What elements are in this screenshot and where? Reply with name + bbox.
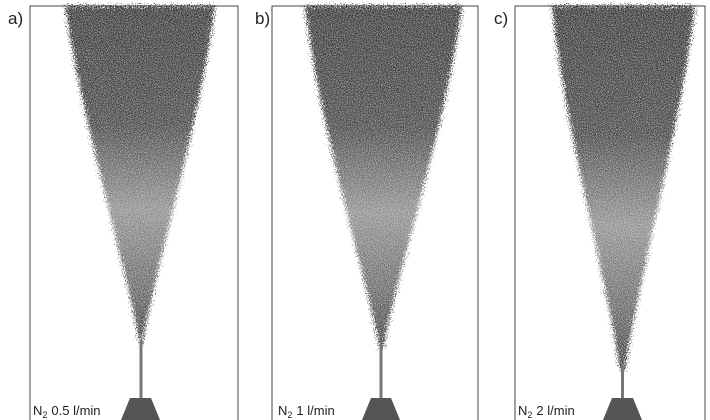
panel-caption: N2 2 l/min — [518, 403, 575, 420]
nozzle — [362, 398, 400, 420]
panel: b) N2 1 l/min — [255, 5, 479, 420]
spray-plume — [305, 6, 462, 350]
caption-subscript: 2 — [42, 410, 47, 420]
panel: a) N2 0.5 l/min — [8, 5, 239, 420]
panel-label: b) — [255, 9, 270, 28]
spray-plume — [552, 6, 695, 370]
caption-flow: 0.5 l/min — [51, 403, 100, 418]
panel-caption: N2 1 l/min — [278, 403, 335, 420]
jet-stem — [379, 345, 383, 398]
caption-gas: N — [278, 403, 287, 418]
spray-plume — [65, 6, 215, 345]
nozzle — [603, 398, 642, 420]
caption-gas: N — [33, 403, 42, 418]
panel-label: c) — [494, 9, 508, 28]
caption-gas: N — [518, 403, 527, 418]
jet-stem — [139, 340, 143, 398]
caption-flow: 2 l/min — [536, 403, 574, 418]
nozzle — [121, 398, 160, 420]
panel: c) N2 2 l/min — [494, 5, 706, 420]
jet-stem — [621, 365, 624, 398]
panel-caption: N2 0.5 l/min — [33, 403, 101, 420]
caption-subscript: 2 — [527, 410, 532, 420]
panel-label: a) — [8, 9, 23, 28]
caption-subscript: 2 — [287, 410, 292, 420]
caption-flow: 1 l/min — [296, 403, 334, 418]
